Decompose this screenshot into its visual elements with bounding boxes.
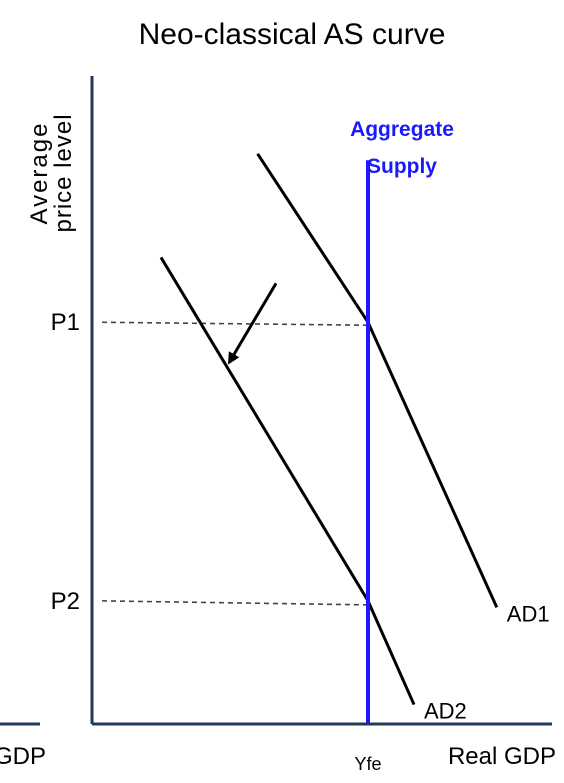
y-axis-label-line2: price level	[50, 113, 77, 232]
price-guide-line-p1	[101, 321, 369, 327]
shift-arrow	[227, 282, 278, 365]
curve-label-ad2: AD2	[424, 699, 467, 724]
x-tick-label-yfe: Yfe	[354, 754, 381, 774]
price-label-p1: P1	[51, 309, 80, 336]
chart-title: Neo-classical AS curve	[139, 18, 446, 51]
curve-labels: P1 P2 AD1 AD2 Yfe	[51, 309, 550, 774]
curve-label-ad1: AD1	[507, 601, 550, 626]
y-axis-label-line1: Average	[26, 122, 53, 225]
curve-ad1	[256, 152, 499, 608]
aggregate-supply-label-line1: Aggregate	[350, 118, 454, 141]
price-guide-line-p2	[101, 600, 369, 606]
aggregate-supply-label-line2: Supply	[367, 155, 437, 178]
cut-off-left-label: GDP	[0, 743, 46, 770]
x-axis-label: Real GDP	[448, 743, 556, 770]
demand-curves	[159, 152, 499, 706]
guide-lines	[101, 321, 369, 606]
curve-ad2	[159, 256, 416, 706]
price-label-p2: P2	[51, 588, 80, 615]
